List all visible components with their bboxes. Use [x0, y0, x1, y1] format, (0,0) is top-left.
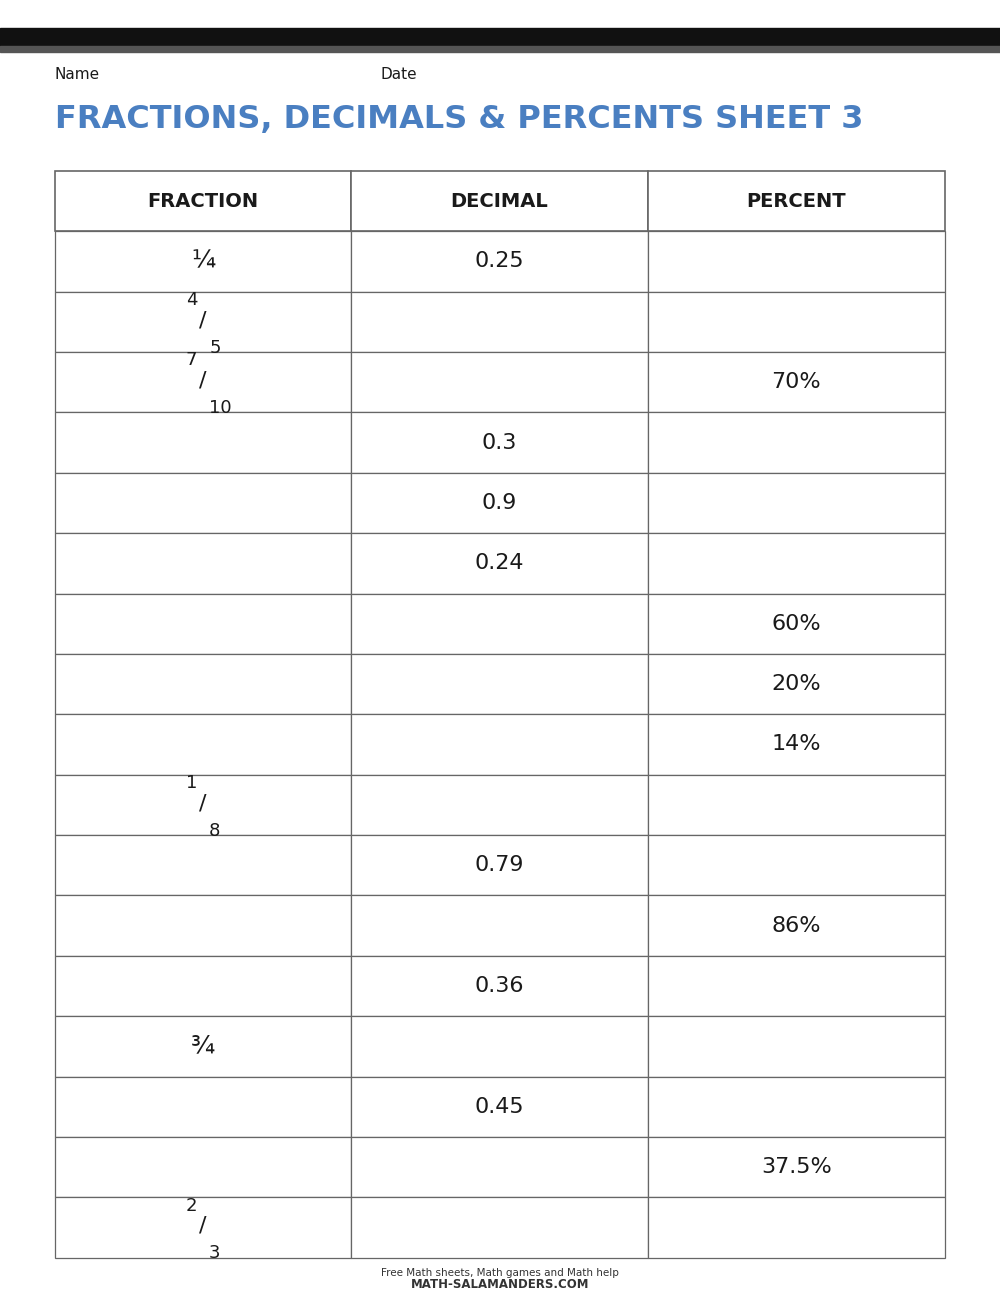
Text: 2: 2: [186, 1197, 197, 1215]
Bar: [648, 472, 945, 533]
Text: ¼: ¼: [191, 250, 215, 273]
Bar: [351, 653, 648, 714]
Bar: [648, 714, 945, 775]
Text: Name: Name: [55, 67, 100, 83]
Text: 5: 5: [209, 339, 221, 357]
Bar: [648, 895, 945, 956]
Bar: [351, 1197, 648, 1258]
Bar: [55, 714, 351, 775]
Bar: [648, 1197, 945, 1258]
Bar: [55, 594, 351, 653]
Bar: [648, 653, 945, 714]
Text: 8: 8: [209, 822, 221, 840]
Text: /: /: [199, 1216, 207, 1236]
Bar: [55, 835, 351, 895]
Bar: [648, 594, 945, 653]
Text: Date: Date: [380, 67, 417, 83]
Text: 20%: 20%: [772, 674, 821, 694]
Bar: [351, 1016, 648, 1077]
Bar: [351, 533, 648, 594]
Bar: [648, 835, 945, 895]
Text: 7: 7: [186, 352, 197, 369]
Bar: [351, 232, 648, 291]
Bar: [648, 1016, 945, 1077]
Bar: [55, 1016, 351, 1077]
Bar: [648, 775, 945, 835]
Bar: [55, 895, 351, 956]
Bar: [351, 291, 648, 352]
Bar: [648, 291, 945, 352]
Text: 37.5%: 37.5%: [761, 1157, 832, 1178]
Text: MATH-SALAMANDERS.COM: MATH-SALAMANDERS.COM: [411, 1278, 589, 1291]
Bar: [648, 232, 945, 291]
Bar: [55, 653, 351, 714]
Text: /: /: [199, 311, 207, 330]
Bar: [55, 413, 351, 472]
Bar: [55, 472, 351, 533]
Bar: [351, 956, 648, 1016]
Text: 0.36: 0.36: [475, 976, 524, 996]
Bar: [55, 1197, 351, 1258]
Bar: [55, 1077, 351, 1137]
Bar: [648, 956, 945, 1016]
Text: 60%: 60%: [772, 613, 821, 634]
Bar: [648, 533, 945, 594]
Text: 14%: 14%: [772, 735, 821, 754]
Text: 86%: 86%: [772, 916, 821, 936]
Bar: [55, 171, 351, 232]
Text: 0.79: 0.79: [475, 855, 524, 875]
Bar: [55, 352, 351, 413]
Text: PERCENT: PERCENT: [747, 192, 846, 211]
Text: 1: 1: [186, 774, 197, 792]
Text: /: /: [199, 793, 207, 813]
Bar: [648, 1077, 945, 1137]
Text: ¾: ¾: [191, 1034, 215, 1058]
Bar: [0, 27, 1000, 45]
Bar: [351, 775, 648, 835]
Bar: [55, 775, 351, 835]
Bar: [55, 291, 351, 352]
Text: FRACTIONS, DECIMALS & PERCENTS SHEET 3: FRACTIONS, DECIMALS & PERCENTS SHEET 3: [55, 104, 863, 135]
Bar: [351, 895, 648, 956]
Text: 4: 4: [186, 291, 197, 309]
Bar: [351, 352, 648, 413]
Text: DECIMAL: DECIMAL: [451, 192, 548, 211]
Bar: [648, 352, 945, 413]
Text: 3: 3: [209, 1245, 221, 1263]
Bar: [351, 835, 648, 895]
Text: 70%: 70%: [772, 373, 821, 392]
Bar: [55, 1137, 351, 1197]
Text: 0.45: 0.45: [475, 1097, 524, 1117]
Text: 10: 10: [209, 399, 232, 417]
Bar: [351, 594, 648, 653]
Text: Free Math sheets, Math games and Math help: Free Math sheets, Math games and Math he…: [381, 1268, 619, 1278]
Bar: [351, 714, 648, 775]
Bar: [0, 45, 1000, 52]
Bar: [648, 413, 945, 472]
Text: 0.25: 0.25: [475, 251, 524, 272]
Bar: [648, 171, 945, 232]
Bar: [351, 1137, 648, 1197]
Bar: [55, 956, 351, 1016]
Text: FRACTION: FRACTION: [148, 192, 259, 211]
Bar: [351, 472, 648, 533]
Bar: [351, 171, 648, 232]
Bar: [351, 413, 648, 472]
Bar: [55, 232, 351, 291]
Text: 0.9: 0.9: [482, 493, 517, 512]
Bar: [55, 533, 351, 594]
Bar: [351, 1077, 648, 1137]
Text: /: /: [199, 370, 207, 391]
Text: 0.3: 0.3: [482, 432, 517, 453]
Text: 0.24: 0.24: [475, 554, 524, 573]
Bar: [648, 1137, 945, 1197]
